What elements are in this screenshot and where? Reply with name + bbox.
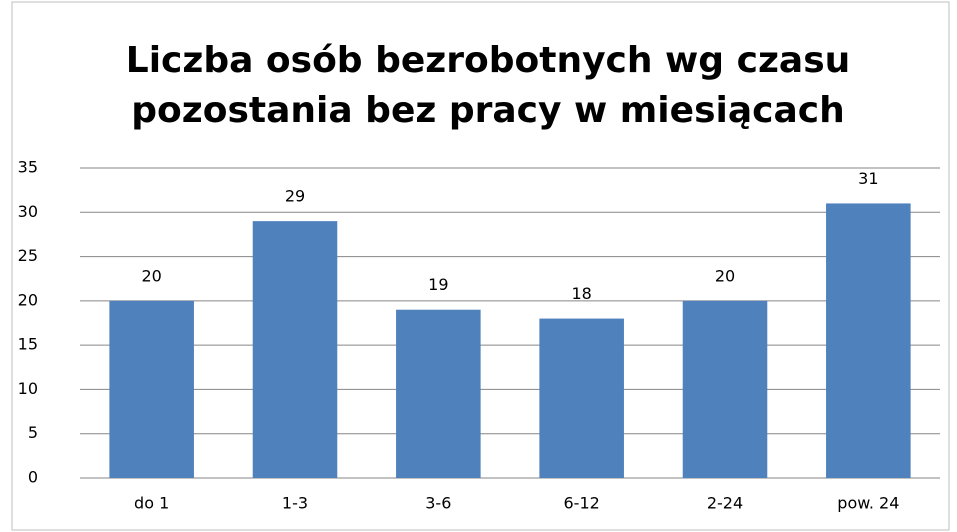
data-label: 20 — [715, 266, 735, 285]
bar — [826, 203, 911, 478]
y-tick-label: 10 — [18, 379, 38, 398]
x-tick-label: 1-3 — [282, 494, 308, 513]
data-label: 20 — [141, 266, 161, 285]
bar — [109, 300, 194, 478]
data-label: 19 — [428, 275, 448, 294]
y-tick-label: 0 — [28, 468, 38, 487]
data-label: 29 — [285, 187, 305, 206]
y-tick-label: 25 — [18, 246, 38, 265]
y-tick-label: 20 — [18, 290, 38, 309]
data-label: 18 — [571, 284, 591, 303]
y-tick-label: 15 — [18, 335, 38, 354]
x-tick-label: 6-12 — [564, 494, 600, 513]
chart-title: Liczba osób bezrobotnych wg czasu — [126, 40, 851, 81]
data-label: 31 — [858, 169, 878, 188]
y-tick-label: 30 — [18, 202, 38, 221]
bar — [539, 318, 624, 478]
chart-title: pozostania bez pracy w miesiącach — [131, 90, 844, 131]
y-tick-label: 5 — [28, 423, 38, 442]
x-tick-label: 2-24 — [707, 494, 743, 513]
x-tick-label: do 1 — [134, 494, 169, 513]
bar — [396, 309, 481, 478]
x-tick-label: pow. 24 — [837, 494, 899, 513]
bar — [682, 300, 768, 478]
x-tick-label: 3-6 — [425, 494, 451, 513]
y-tick-label: 35 — [18, 158, 38, 177]
bar — [252, 221, 338, 478]
